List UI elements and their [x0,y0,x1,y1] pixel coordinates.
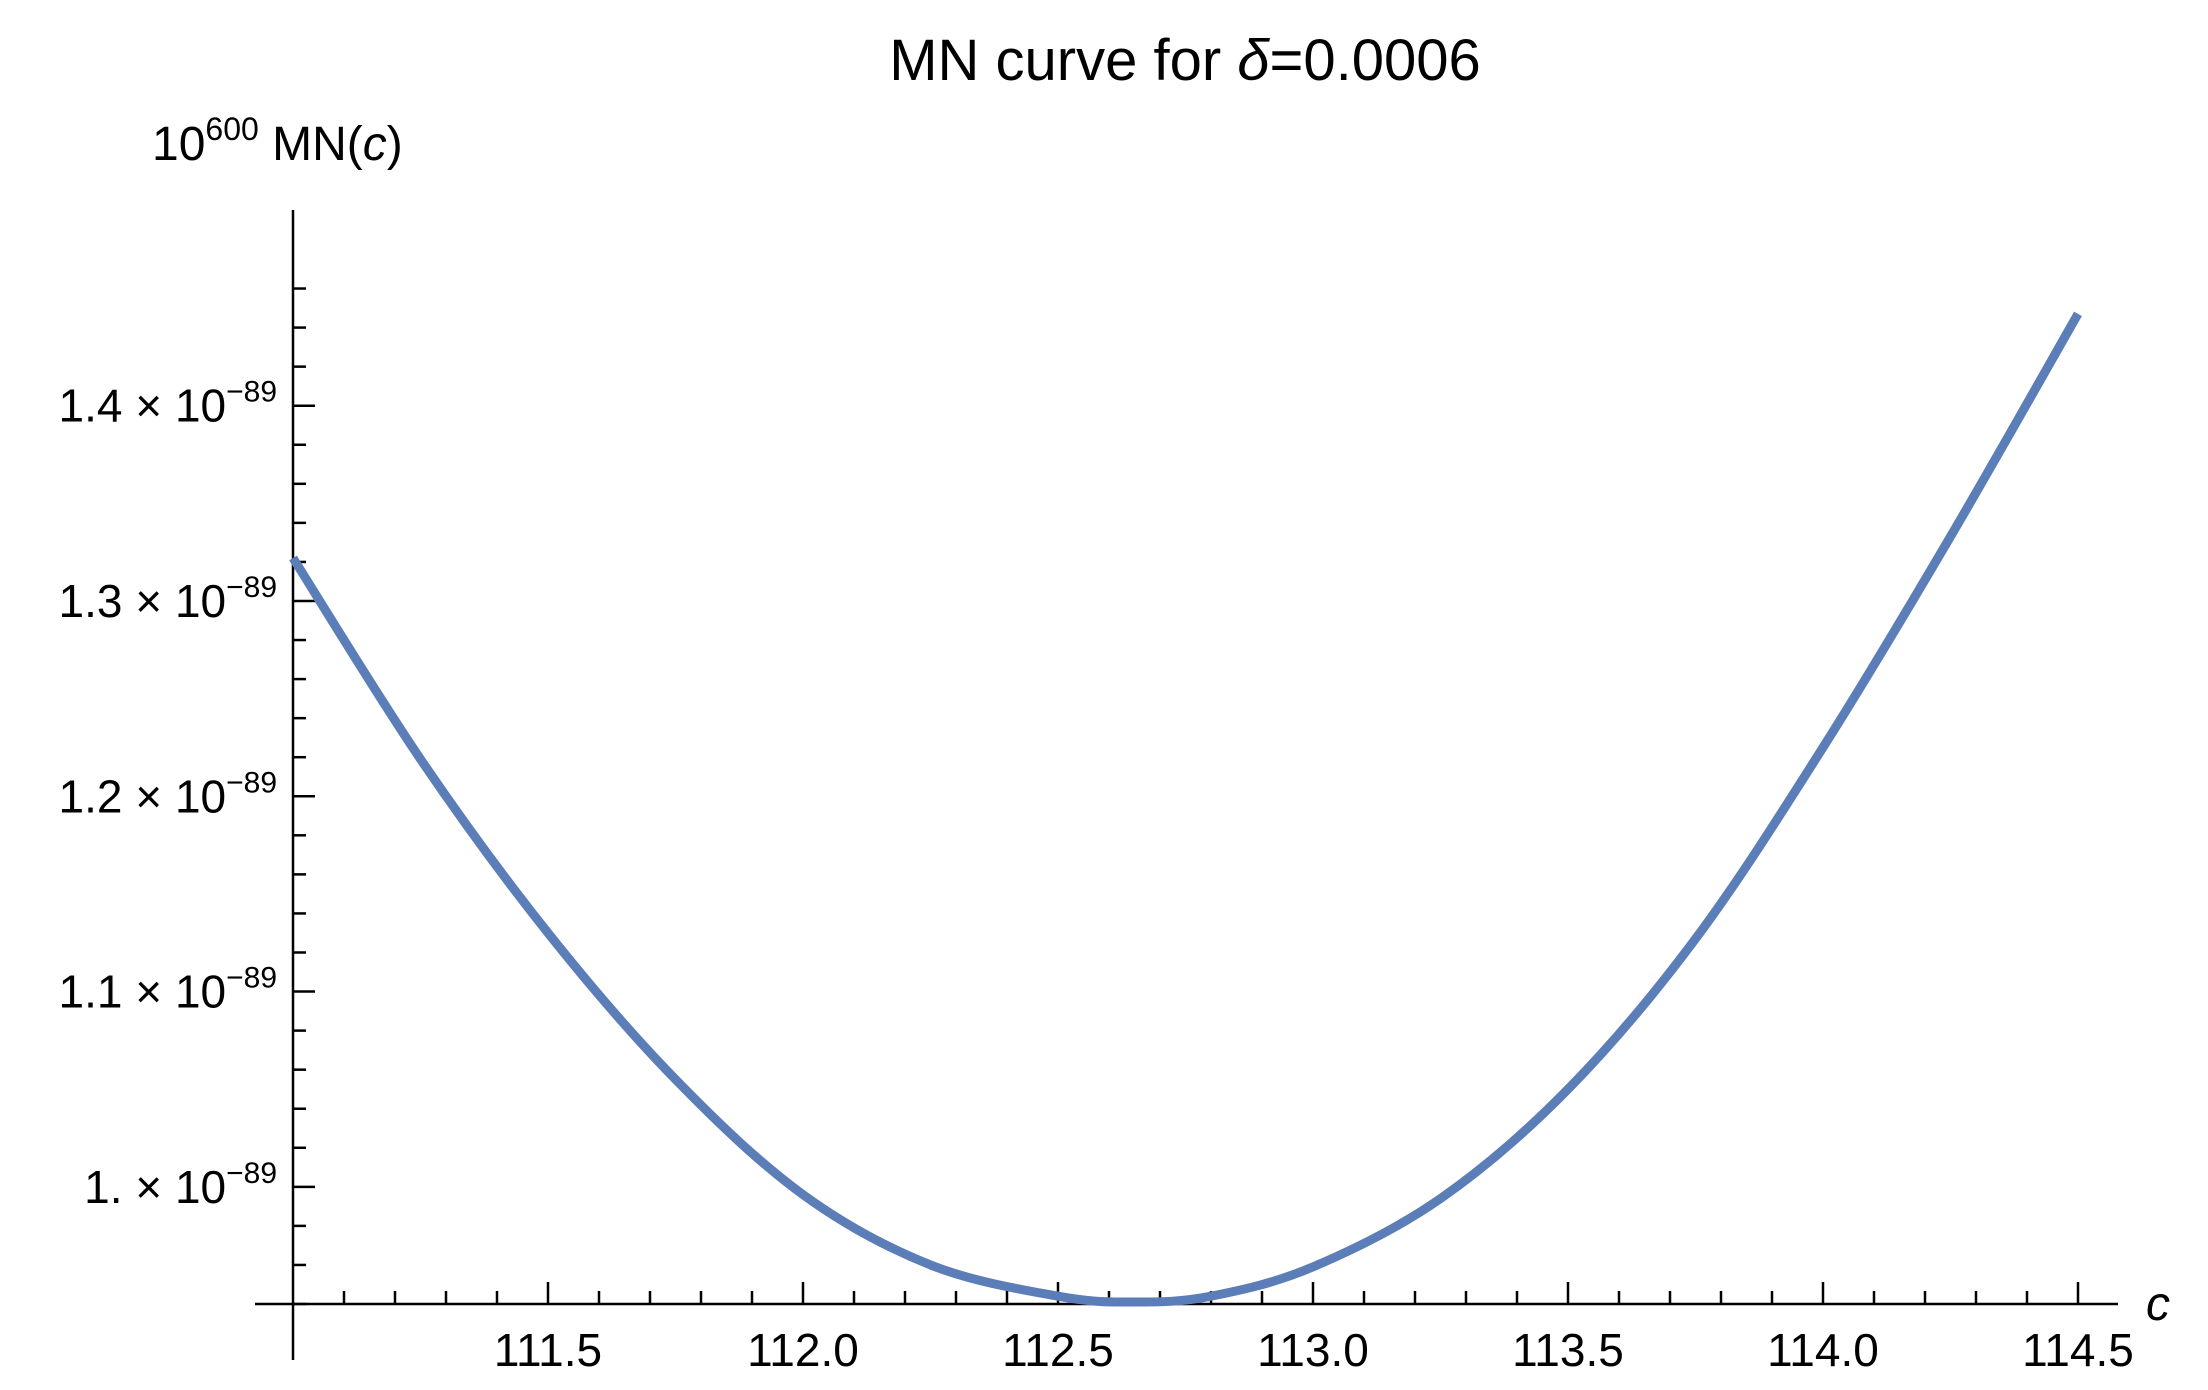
mn-curve-series-line [289,311,2082,1307]
y-tick-label: 1.4 × 10−89 [59,376,277,432]
x-tick-label: 113.0 [1257,1324,1369,1376]
axes [255,210,2118,1360]
y-ticks: 1. × 10−89 1.1 × 10−89 1.2 × 10−89 1.3 × 10… [59,287,315,1306]
chart-title: MN curve for δ=0.0006 [889,28,1481,93]
plot-area [289,311,2082,1307]
x-tick-label: 114.5 [2022,1324,2134,1376]
x-tick-label: 112.0 [747,1324,859,1376]
y-axis-label: 10600 MN(c) [152,111,403,171]
x-tick-label: 111.5 [494,1324,602,1376]
x-ticks: 111.5 112.0 112.5 113.0 113.5 114.0 114.5 [342,1282,2134,1376]
y-tick-label: 1. × 10−89 [84,1157,277,1213]
y-tick-label: 1.3 × 10−89 [59,571,277,627]
x-tick-label: 113.5 [1512,1324,1624,1376]
y-tick-label: 1.1 × 10−89 [59,962,277,1018]
x-axis-label: c [2146,1278,2170,1331]
y-tick-label: 1.2 × 10−89 [59,766,277,822]
x-tick-label: 112.5 [1002,1324,1114,1376]
x-tick-label: 114.0 [1767,1324,1879,1376]
